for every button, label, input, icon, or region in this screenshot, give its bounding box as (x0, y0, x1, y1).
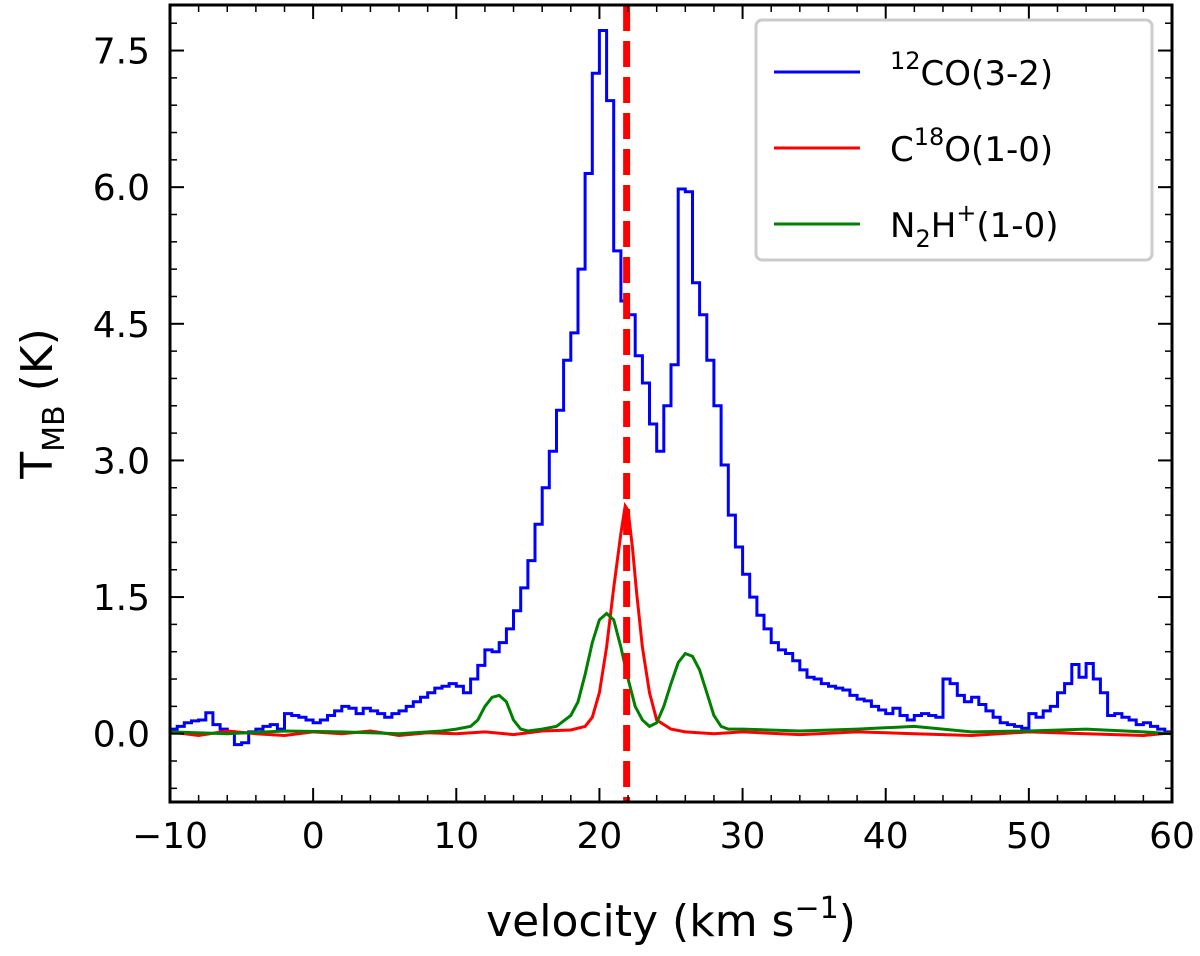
legend-label-1: C18O(1-0) (890, 123, 1053, 170)
legend: 12CO(3-2) C18O(1-0) N2H+(1-0) (754, 18, 1154, 262)
plot-frame (168, 3, 1174, 804)
series-line-0 (170, 29, 1172, 747)
series-line-2 (170, 611, 1172, 736)
y-tick-label: 1.5 (93, 578, 150, 619)
legend-box (754, 18, 1154, 262)
x-axis-label: velocity (km s−1) (486, 891, 856, 947)
x-tick-label: 10 (433, 816, 479, 857)
legend-label-0: 12CO(3-2) (890, 47, 1053, 94)
y-tick-label: 0.0 (93, 715, 150, 756)
y-tick-label: 6.0 (93, 168, 150, 209)
series-line-1 (170, 501, 1172, 738)
y-axis-label: TMB (K) (12, 328, 72, 480)
series-layer (170, 29, 1172, 747)
y-tick-label: 3.0 (93, 441, 150, 482)
x-tick-label: 20 (577, 816, 623, 857)
y-tick-label: 4.5 (93, 305, 150, 346)
x-tick-label: 40 (863, 816, 909, 857)
legend-label-2: N2H+(1-0) (890, 199, 1058, 253)
x-tick-label: 50 (1006, 816, 1052, 857)
x-tick-label: −10 (132, 816, 208, 857)
x-tick-label: 0 (302, 816, 325, 857)
x-tick-label: 60 (1149, 816, 1195, 857)
y-tick-label: 7.5 (93, 32, 150, 73)
x-tick-label: 30 (720, 816, 766, 857)
